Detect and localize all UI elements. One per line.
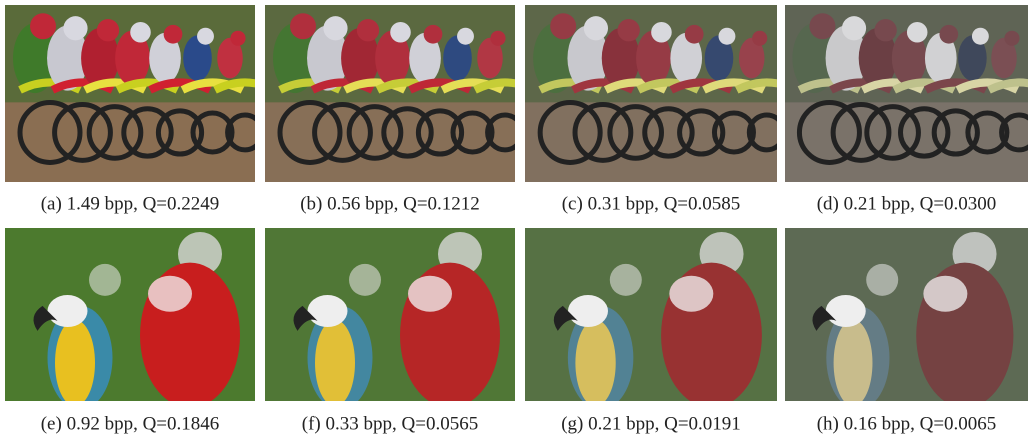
caption: (f) 0.33 bpp, Q=0.0565 <box>302 413 478 434</box>
helmet <box>651 22 672 43</box>
image-panel <box>265 5 535 182</box>
blue-parrot-face <box>568 295 608 327</box>
blue-parrot-face <box>48 295 88 327</box>
yellow-breast <box>315 320 355 407</box>
helmet <box>874 19 896 41</box>
helmet <box>752 31 767 46</box>
image <box>525 5 797 182</box>
helmet <box>390 22 411 43</box>
helmet <box>197 28 214 45</box>
image-panel <box>5 228 255 410</box>
image <box>785 5 1030 182</box>
highlight <box>610 264 642 296</box>
helmet <box>685 25 704 44</box>
helmet <box>584 16 608 40</box>
caption: (h) 0.16 bpp, Q=0.0065 <box>817 413 997 434</box>
caption: (c) 0.31 bpp, Q=0.0585 <box>562 193 741 214</box>
image <box>785 228 1028 410</box>
helmet <box>230 31 245 46</box>
figure: (a) 1.49 bpp, Q=0.2249 (b) 0.56 bpp, Q=0.… <box>0 0 1030 443</box>
caption: (g) 0.21 bpp, Q=0.0191 <box>561 413 741 434</box>
caption: (d) 0.21 bpp, Q=0.0300 <box>817 193 997 214</box>
blue-parrot-face <box>308 295 348 327</box>
helmet <box>63 16 87 40</box>
image <box>5 228 255 410</box>
caption: (a) 1.49 bpp, Q=0.2249 <box>41 193 220 214</box>
helmet <box>550 13 576 39</box>
helmet <box>972 28 989 45</box>
helmet <box>1004 31 1019 46</box>
helmet <box>457 28 474 45</box>
caption: (e) 0.92 bpp, Q=0.1846 <box>41 413 220 434</box>
image <box>525 228 777 410</box>
helmet <box>907 22 928 43</box>
image <box>265 228 515 410</box>
highlight <box>866 264 898 296</box>
helmet <box>323 16 347 40</box>
yellow-breast <box>834 320 873 407</box>
helmet <box>490 31 505 46</box>
image <box>5 5 275 182</box>
helmet <box>97 19 119 41</box>
image-panel <box>785 5 1030 182</box>
helmet <box>939 25 958 44</box>
red-parrot-face <box>148 276 192 312</box>
image-panel <box>5 5 275 182</box>
helmet <box>130 22 151 43</box>
helmet <box>842 16 866 40</box>
helmet <box>290 13 316 39</box>
image-panel <box>265 228 515 410</box>
helmet <box>618 19 640 41</box>
helmet <box>164 25 183 44</box>
highlight <box>89 264 121 296</box>
caption: (b) 0.56 bpp, Q=0.1212 <box>300 193 480 214</box>
helmet <box>357 19 379 41</box>
image-panel <box>525 5 797 182</box>
yellow-breast <box>55 320 95 407</box>
helmet <box>719 28 736 45</box>
red-parrot-face <box>669 276 713 312</box>
red-parrot-face <box>408 276 452 312</box>
image <box>265 5 535 182</box>
helmet <box>30 13 56 39</box>
highlight <box>349 264 381 296</box>
image-panel <box>525 228 777 410</box>
yellow-breast <box>575 320 615 407</box>
image-panel <box>785 228 1028 410</box>
blue-parrot-face <box>826 295 866 327</box>
helmet <box>424 25 443 44</box>
red-parrot-face <box>923 276 967 312</box>
